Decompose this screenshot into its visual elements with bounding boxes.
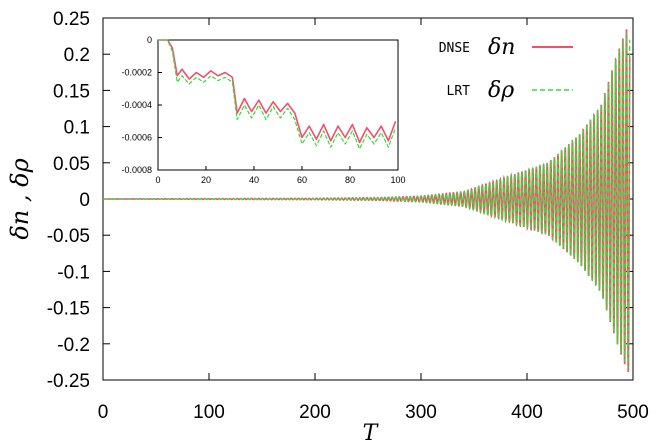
inset-x-tick-label: 80 <box>345 175 355 185</box>
inset-y-tick-label: 0 <box>147 35 152 45</box>
x-tick-label: 300 <box>405 402 437 423</box>
inset-y-tick-label: -0.0004 <box>121 100 152 110</box>
inset-x-tick-label: 100 <box>390 175 405 185</box>
inset-y-tick-label: -0.0008 <box>121 165 152 175</box>
legend: DNSE δn LRT δρ <box>439 35 573 103</box>
y-axis-title: δn , δρ <box>6 158 34 239</box>
y-tick-label: -0.05 <box>47 226 90 247</box>
inset-series-line-dnse <box>158 39 397 144</box>
inset-y-tick-label: -0.0006 <box>121 133 152 143</box>
inset-x-tick-label: 40 <box>249 175 259 185</box>
x-tick-label: 200 <box>299 402 331 423</box>
inset-series-line-lrt <box>158 39 397 150</box>
y-tick-label: -0.15 <box>47 299 90 320</box>
inset-x-tick-label: 0 <box>155 175 160 185</box>
inset-y-tick-label: -0.0002 <box>121 68 152 78</box>
y-tick-label: -0.25 <box>47 371 90 392</box>
legend-symbol-lrt: δρ <box>488 78 514 103</box>
x-tick-label: 0 <box>98 402 109 423</box>
legend-symbol-dnse: δn <box>488 35 515 60</box>
y-tick-label: 0.25 <box>53 9 90 30</box>
y-tick-label: 0.15 <box>53 81 90 102</box>
x-axis-title: T <box>363 421 380 443</box>
main-plot: 0 100 200 300 400 5000.250.20.150.10.050-0.05… <box>6 9 649 443</box>
y-tick-label: -0.2 <box>57 335 90 356</box>
y-tick-label: 0.05 <box>53 154 90 175</box>
x-tick-label: 100 <box>193 402 225 423</box>
x-tick-label: 500 <box>617 402 649 423</box>
y-tick-label: 0.1 <box>64 118 90 139</box>
inset-x-tick-label: 60 <box>297 175 307 185</box>
inset-frame <box>157 39 399 171</box>
legend-tag-lrt: LRT <box>447 84 471 99</box>
x-tick-label: 400 <box>511 402 543 423</box>
series-line-lrt <box>103 32 631 369</box>
inset-plot: 0 20 40 60 80 100 0 -0.0002 -0.0004 -0.0006 -0.000… <box>121 35 405 185</box>
y-tick-label: -0.1 <box>57 262 90 283</box>
legend-tag-dnse: DNSE <box>439 41 470 56</box>
y-tick-label: 0 <box>79 190 90 211</box>
inset-x-tick-label: 20 <box>201 175 211 185</box>
y-tick-label: 0.2 <box>64 45 90 66</box>
